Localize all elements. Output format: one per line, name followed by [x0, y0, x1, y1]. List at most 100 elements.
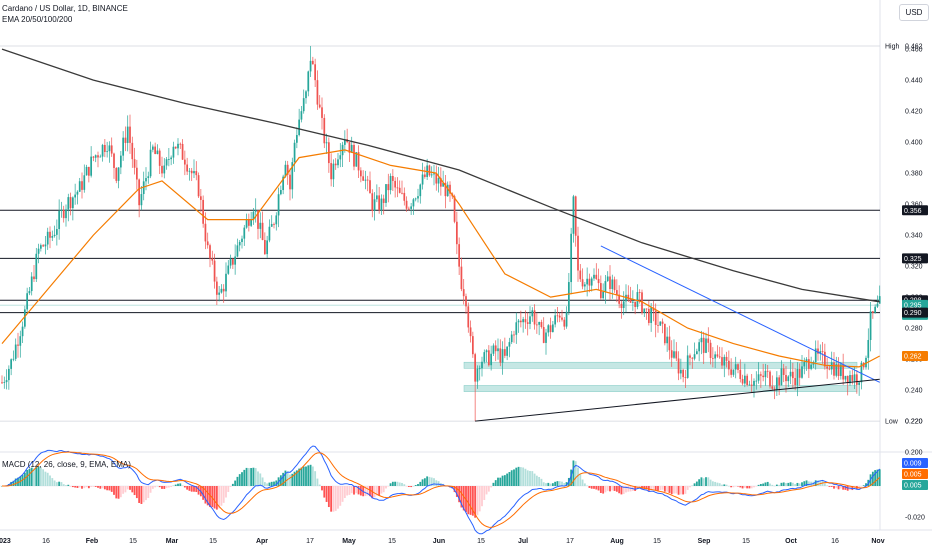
macd-bar [387, 486, 390, 487]
macd-bar [517, 466, 520, 486]
candle-body [106, 151, 109, 153]
candle-body [759, 374, 762, 376]
macd-bar [814, 480, 817, 486]
candle-body [69, 197, 72, 209]
macd-bar [113, 486, 115, 495]
macd-bar [851, 486, 854, 491]
macd-bar [839, 486, 842, 489]
candle-body [142, 181, 145, 195]
macd-bar [391, 481, 394, 486]
macd-bar [725, 484, 728, 486]
candle-body [654, 310, 657, 325]
macd-bar [743, 486, 746, 488]
macd-bar [99, 486, 102, 489]
macd-bar [293, 471, 296, 486]
candle-body [7, 368, 10, 381]
candle-body [298, 119, 301, 136]
candle-body [14, 344, 17, 359]
macd-bar [366, 486, 369, 496]
macd-bar [455, 486, 458, 497]
candle-body [807, 359, 810, 369]
candle-body [305, 91, 307, 99]
macd-bar [165, 486, 168, 489]
macd-bar [485, 486, 488, 495]
candle-body [78, 181, 81, 192]
macd-bar [707, 477, 710, 486]
candle-body [455, 221, 458, 245]
candle-body [423, 174, 426, 177]
macd-bar [220, 486, 223, 506]
macd-bar [551, 483, 554, 486]
macd-bar [28, 468, 31, 486]
candle-body [252, 211, 255, 220]
macd-bar [247, 468, 250, 486]
macd-bar [106, 486, 109, 491]
candle-body [453, 196, 456, 222]
y-tick-label: 0.240 [905, 388, 923, 395]
candle-body [39, 245, 42, 249]
macd-bar [343, 486, 346, 499]
candle-body [465, 296, 467, 307]
macd-bar [238, 474, 241, 486]
macd-bar [524, 468, 527, 486]
macd-bar [131, 486, 134, 493]
y-tick-label: 0.420 [905, 109, 923, 116]
macd-bar [273, 481, 275, 486]
macd-bar [396, 481, 399, 486]
candle-body [469, 327, 472, 337]
macd-bar [844, 486, 847, 490]
macd-bar [126, 486, 129, 490]
candle-body [789, 371, 792, 377]
macd-bar [309, 464, 312, 486]
candle-body [35, 253, 38, 280]
candle-body [494, 345, 497, 352]
macd-bar [764, 482, 767, 486]
candle-body [531, 310, 534, 317]
macd-bar [705, 477, 707, 486]
candle-body [257, 210, 259, 229]
macd-bar [62, 484, 65, 486]
macd-bar [805, 480, 808, 486]
candle-body [787, 376, 790, 382]
macd-bar [586, 485, 589, 486]
candle-body [19, 336, 22, 346]
candle-body [739, 369, 742, 379]
currency-button[interactable]: USD [899, 4, 929, 21]
candle-body [634, 301, 637, 307]
candle-body [199, 196, 202, 200]
candle-body [855, 374, 858, 385]
macd-bar [862, 485, 865, 486]
candle-body [709, 342, 712, 358]
macd-bar [625, 486, 627, 493]
macd-bar [542, 482, 545, 486]
candle-body [53, 234, 56, 237]
macd-value-text: 0.009 [904, 461, 922, 468]
candle-body [487, 350, 490, 366]
candle-body [835, 364, 838, 376]
candle-body [161, 165, 163, 174]
macd-bar [414, 485, 417, 486]
candle-body [556, 315, 559, 317]
macd-bar [759, 483, 762, 486]
candle-body [373, 199, 376, 211]
candle-body [26, 293, 29, 310]
macd-bar [236, 476, 239, 486]
candle-body [227, 265, 230, 274]
candle-body [517, 320, 520, 323]
candle-body [846, 375, 849, 384]
macd-bar [76, 486, 79, 488]
candle-body [83, 175, 86, 190]
candle-body [49, 231, 51, 238]
candle-body [364, 179, 367, 181]
macd-bar [300, 467, 303, 486]
y-tick-label: 0.280 [905, 326, 923, 333]
macd-bar [478, 486, 481, 512]
macd-bar [225, 486, 227, 498]
macd-bar [837, 486, 840, 490]
macd-bar [734, 486, 737, 487]
candle-body [282, 176, 285, 191]
macd-bar [547, 482, 550, 486]
macd-bar [609, 486, 611, 492]
x-tick-label: 17 [566, 538, 574, 545]
